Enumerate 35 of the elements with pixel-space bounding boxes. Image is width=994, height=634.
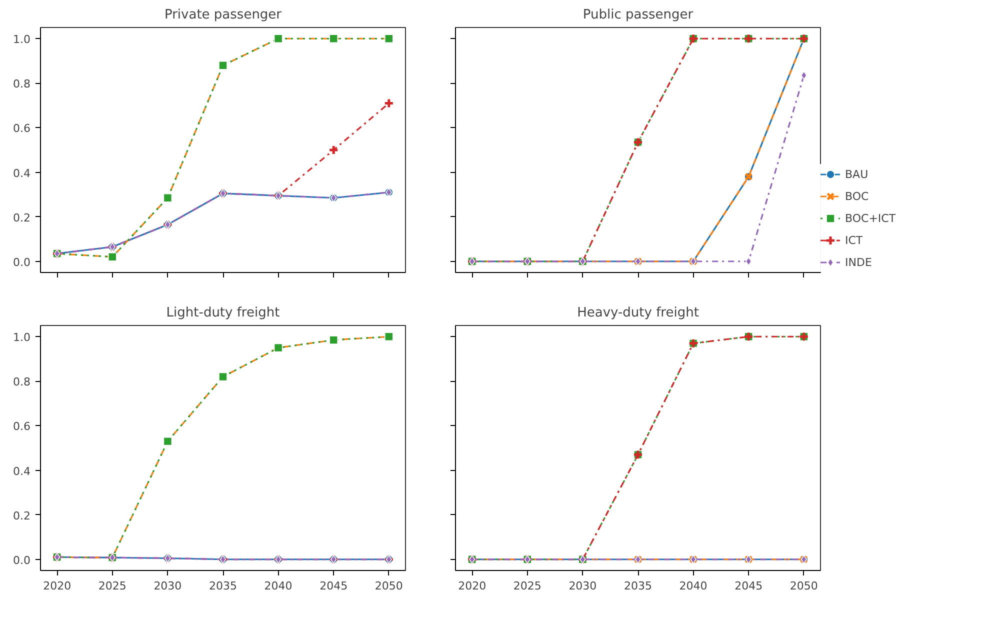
y-tick-label: 0.4 bbox=[13, 464, 31, 478]
legend-label: BOC bbox=[845, 190, 869, 202]
chart-title: Public passenger bbox=[582, 8, 694, 22]
y-tick-label: 0.2 bbox=[13, 509, 31, 522]
legend-label: BOC+ICT bbox=[845, 212, 896, 224]
x-tick-label: 2050 bbox=[790, 580, 818, 592]
y-tick-label: 0.2 bbox=[13, 211, 31, 224]
x-tick-label: 2045 bbox=[320, 580, 348, 592]
x-tick-label: 2030 bbox=[568, 580, 597, 592]
y-tick-label: 0.0 bbox=[13, 554, 31, 567]
x-tick-label: 2030 bbox=[154, 580, 182, 592]
x-tick-label: 2050 bbox=[374, 580, 403, 592]
x-tick-label: 2045 bbox=[734, 580, 763, 592]
y-tick-label: 0.8 bbox=[13, 376, 31, 389]
x-tick-label: 2025 bbox=[513, 580, 542, 592]
x-tick-label: 2020 bbox=[43, 580, 72, 592]
chart-title: Private passenger bbox=[164, 8, 282, 22]
y-tick-label: 1.0 bbox=[13, 331, 31, 344]
chart-title: Heavy-duty freight bbox=[577, 306, 699, 320]
legend-label: INDE bbox=[845, 256, 872, 268]
x-tick-label: 2040 bbox=[679, 580, 708, 592]
y-tick-label: 1.0 bbox=[13, 33, 31, 46]
x-tick-label: 2035 bbox=[209, 580, 238, 592]
y-tick-label: 0.0 bbox=[13, 256, 31, 269]
y-tick-label: 0.8 bbox=[13, 78, 31, 91]
x-tick-label: 2025 bbox=[98, 580, 126, 592]
y-tick-label: 0.4 bbox=[13, 166, 31, 180]
x-tick-label: 2035 bbox=[624, 580, 652, 592]
x-tick-label: 2020 bbox=[458, 580, 486, 592]
y-tick-label: 0.6 bbox=[13, 122, 31, 136]
legend-label: ICT bbox=[845, 234, 864, 246]
legend-label: BAU bbox=[845, 168, 868, 180]
x-tick-label: 2040 bbox=[264, 580, 292, 592]
y-tick-label: 0.6 bbox=[13, 420, 31, 434]
chart-title: Light-duty freight bbox=[166, 306, 280, 320]
